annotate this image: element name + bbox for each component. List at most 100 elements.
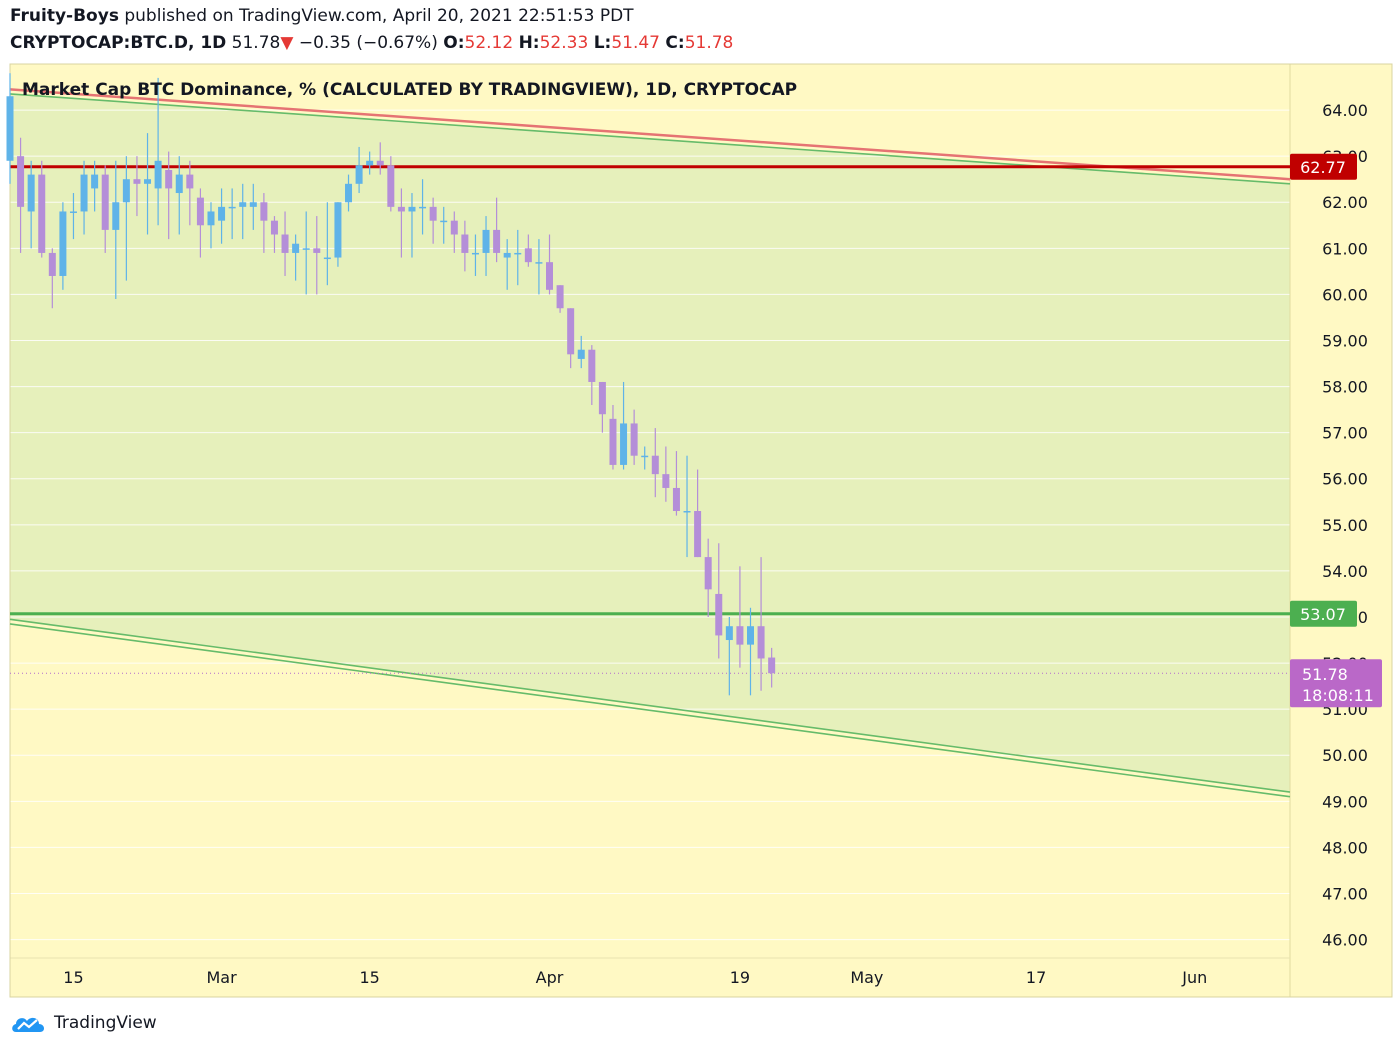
high-value: 52.33 <box>539 33 589 53</box>
candle-body <box>165 169 173 189</box>
candle-body <box>662 474 670 488</box>
candle-body <box>556 285 564 309</box>
close-value: 51.78 <box>684 33 734 53</box>
candle-body <box>757 626 765 659</box>
candle-body <box>746 626 754 645</box>
x-tick-label: Apr <box>536 968 564 987</box>
candle-body <box>69 211 77 213</box>
trendline <box>9 623 1291 798</box>
candle-body <box>207 211 215 226</box>
channel-fill <box>10 93 1290 793</box>
candle-body <box>408 206 416 212</box>
candle-body <box>503 252 511 258</box>
y-tick-label: 54.00 <box>1322 562 1368 581</box>
candle-body <box>620 423 628 465</box>
candle-body <box>355 165 363 184</box>
y-tick-label: 48.00 <box>1322 838 1368 857</box>
y-tick-label: 50.00 <box>1322 746 1368 765</box>
candle-body <box>101 174 109 230</box>
candle-body <box>651 455 659 475</box>
candle-body <box>461 234 469 253</box>
candle-body <box>323 257 331 260</box>
price-axis-background <box>1290 64 1392 997</box>
candle-body <box>725 626 733 641</box>
close-label: C: <box>665 33 685 53</box>
symbol-label: CRYPTOCAP:BTC.D, 1D <box>10 33 227 53</box>
candle-body <box>302 248 310 250</box>
candle-body <box>80 174 88 212</box>
candle-body <box>48 252 56 276</box>
candle-body <box>175 174 183 194</box>
candle-body <box>493 229 501 253</box>
y-tick-label: 56.00 <box>1322 470 1368 489</box>
candle-body <box>471 252 479 255</box>
candle-body <box>334 202 342 258</box>
candle-body <box>630 423 638 456</box>
candle-body <box>270 220 278 235</box>
published-text: published on TradingView.com, April 20, … <box>124 6 634 26</box>
y-tick-label: 60.00 <box>1322 285 1368 304</box>
candle-body <box>387 165 395 207</box>
chart-border <box>9 63 1393 998</box>
x-tick-label: Jun <box>1181 968 1207 987</box>
candle-body <box>482 229 490 253</box>
candle-body <box>376 160 384 166</box>
candle-body <box>419 206 427 209</box>
candle-body <box>154 160 162 189</box>
y-tick-label: 57.00 <box>1322 424 1368 443</box>
candle-body <box>281 234 289 253</box>
candle-body <box>641 455 649 458</box>
price-badge <box>1290 600 1357 627</box>
candle-body <box>736 626 744 645</box>
y-tick-label: 61.00 <box>1322 239 1368 258</box>
candle-body <box>609 418 617 465</box>
high-label: H: <box>518 33 540 53</box>
candle-body <box>514 252 522 255</box>
candle-body <box>228 206 236 209</box>
trendline <box>9 93 1291 185</box>
candle-body <box>588 349 596 382</box>
open-value: 52.12 <box>464 33 514 53</box>
price-badge-label: 53.07 <box>1300 605 1346 624</box>
y-tick-label: 58.00 <box>1322 378 1368 397</box>
candle-body <box>249 202 257 207</box>
brand-name[interactable]: TradingView <box>54 1013 157 1033</box>
candle-body <box>27 174 35 212</box>
publish-info: Fruity-Boys published on TradingView.com… <box>10 6 634 26</box>
candle-body <box>546 262 554 290</box>
candle-body <box>133 179 141 184</box>
candle-body <box>239 202 247 207</box>
candle-body <box>313 248 321 253</box>
candle-body <box>598 381 606 415</box>
author-name[interactable]: Fruity-Boys <box>10 6 119 26</box>
price-badge <box>1290 153 1357 180</box>
low-value: 51.47 <box>611 33 660 53</box>
candle-body <box>567 308 575 355</box>
trendline <box>9 618 1291 793</box>
candle-body <box>345 183 353 203</box>
down-arrow-icon: ▼ <box>280 33 294 53</box>
chart-title: Market Cap BTC Dominance, % (CALCULATED … <box>22 80 797 100</box>
y-tick-label: 55.00 <box>1322 516 1368 535</box>
candle-body <box>683 511 691 513</box>
price-badge-label: 62.77 <box>1300 158 1346 177</box>
x-tick-label: 15 <box>359 968 379 987</box>
candle-body <box>59 211 67 276</box>
candle-body <box>397 206 405 212</box>
candle-body <box>524 248 532 263</box>
tradingview-cloud-icon[interactable] <box>10 1012 48 1034</box>
y-tick-label: 62.00 <box>1322 193 1368 212</box>
candle-body <box>768 657 776 674</box>
candle-body <box>535 262 543 264</box>
y-tick-label: 46.00 <box>1322 931 1368 950</box>
y-tick-label: 47.00 <box>1322 884 1368 903</box>
candle-body <box>704 557 712 590</box>
candle-body <box>715 593 723 636</box>
low-label: L: <box>593 33 612 53</box>
candle-body <box>196 197 204 226</box>
y-tick-label: 59.00 <box>1322 331 1368 350</box>
candlestick-chart[interactable]: 46.0047.0048.0049.0050.0051.0052.0053.00… <box>0 0 1400 1000</box>
candle-body <box>144 179 152 184</box>
candle-body <box>38 174 46 253</box>
candle-body <box>122 179 130 203</box>
